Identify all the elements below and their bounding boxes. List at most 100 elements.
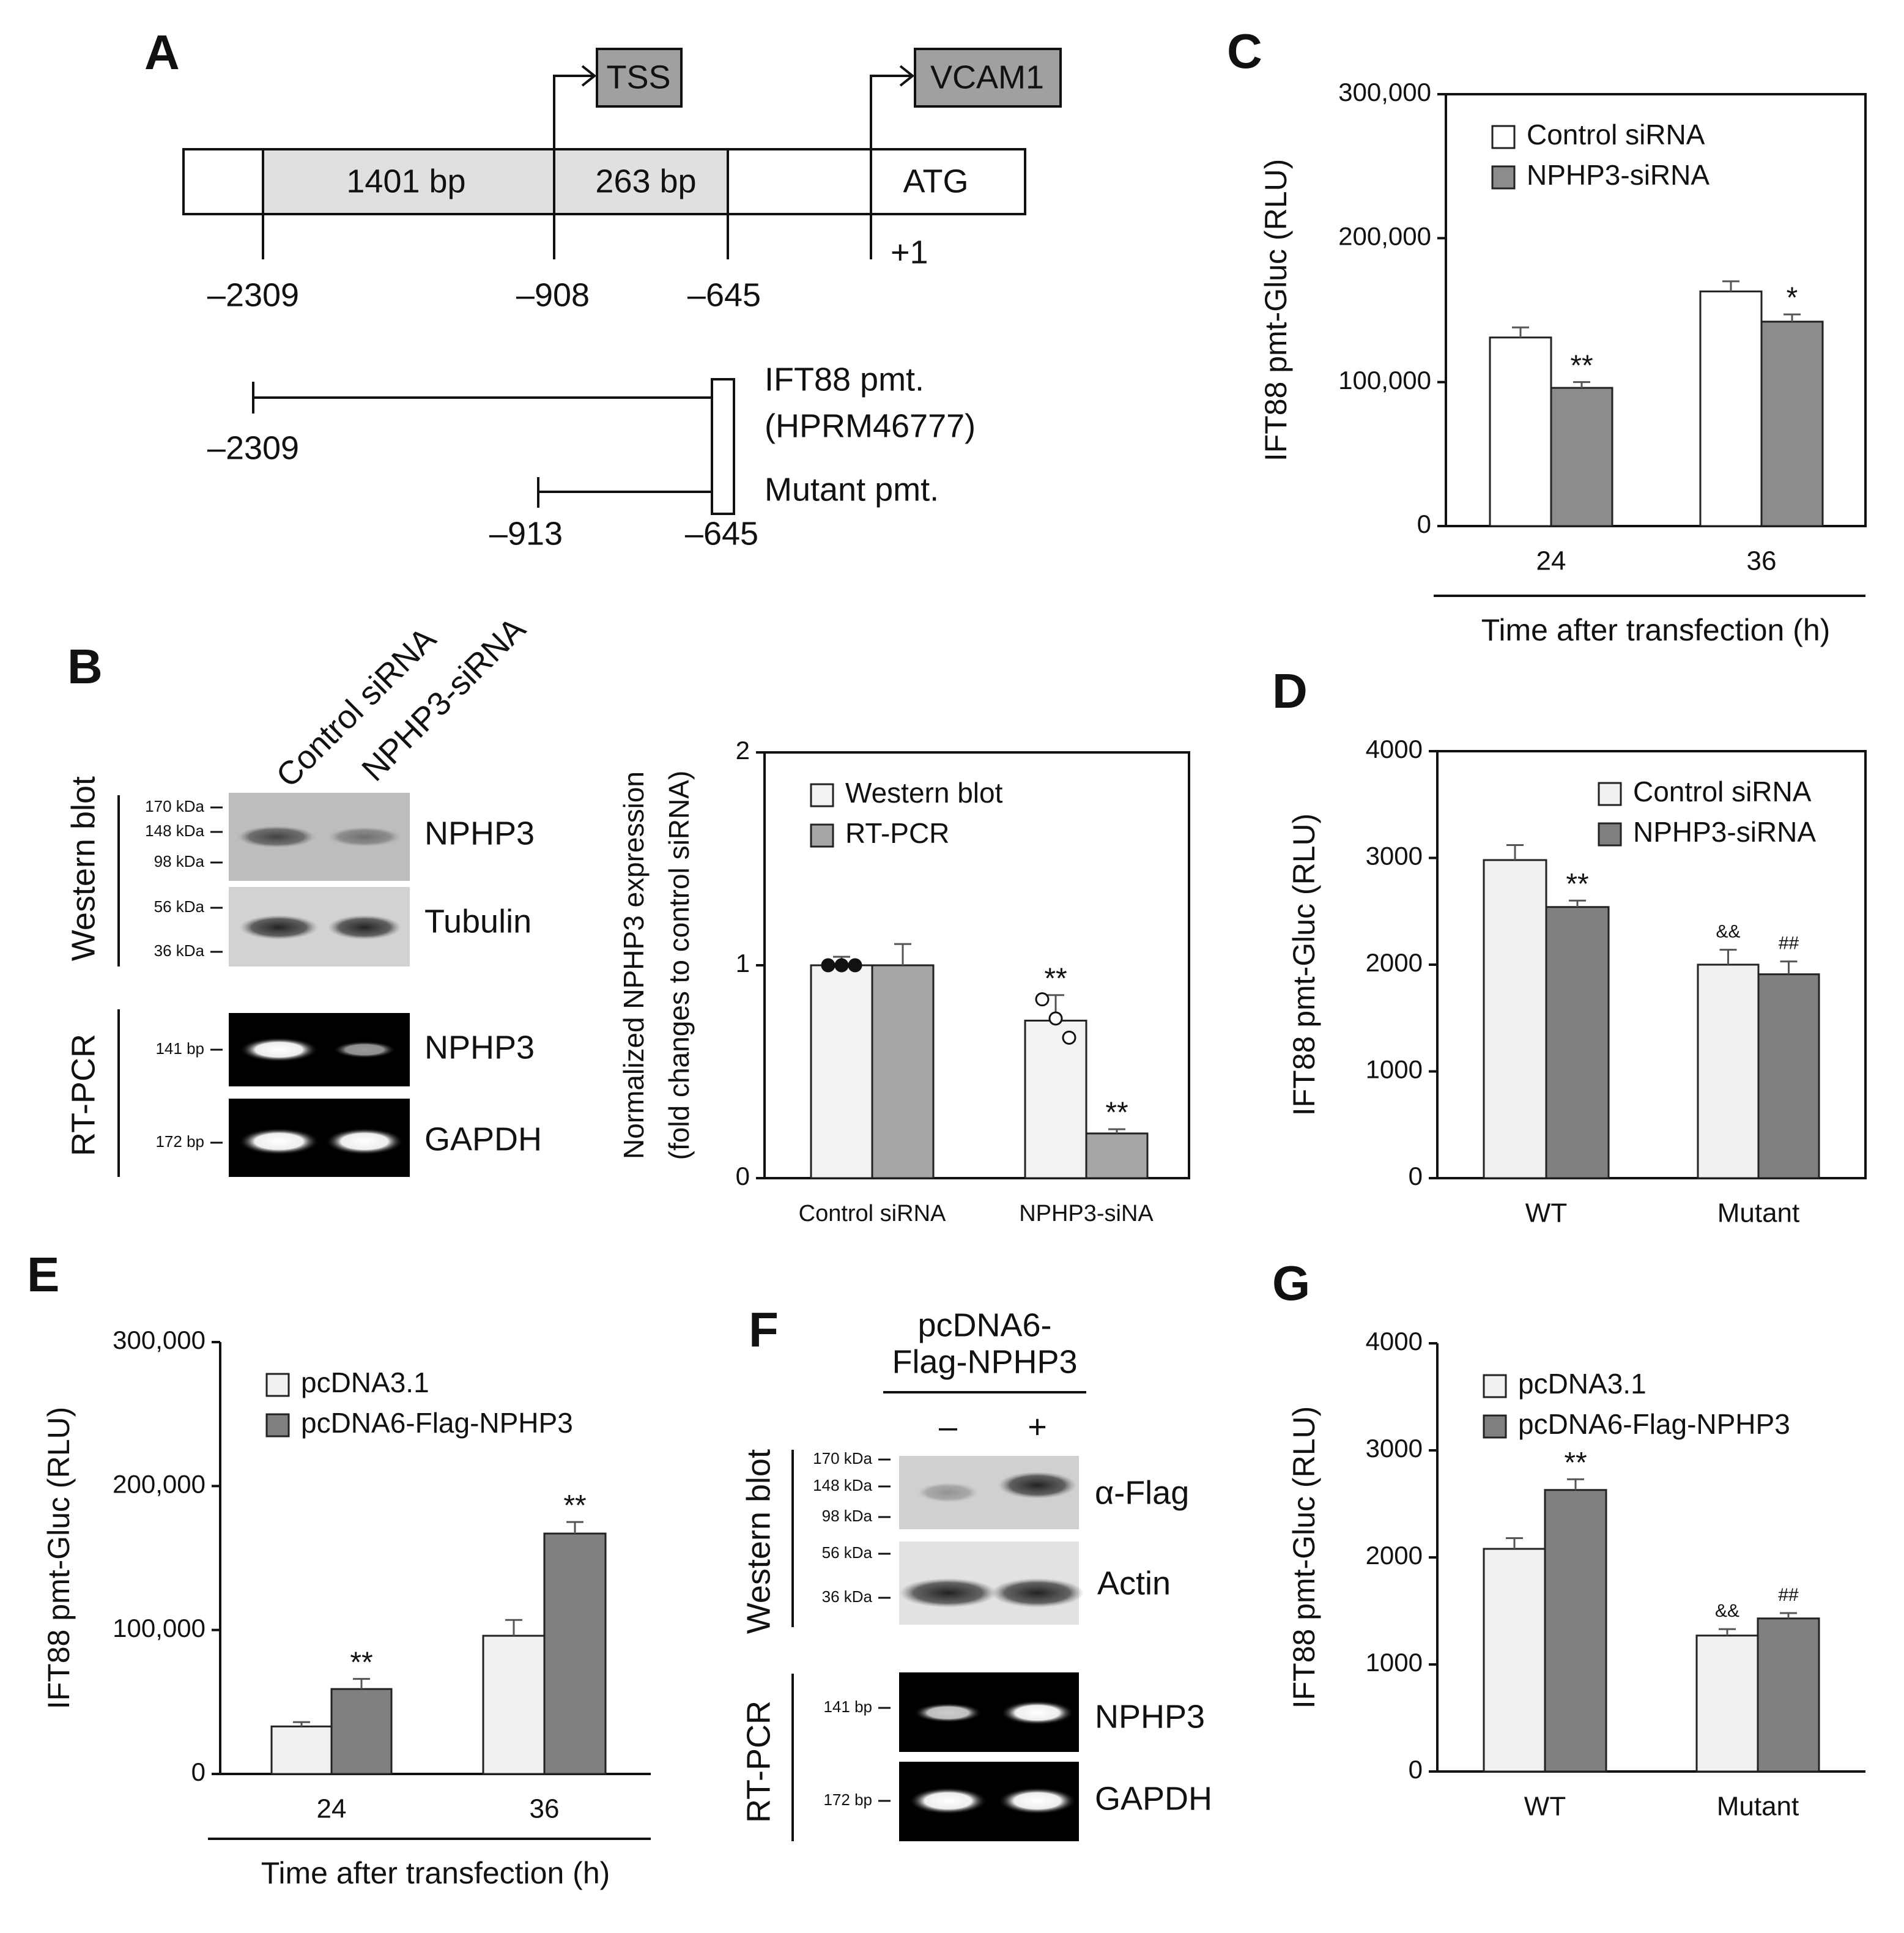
- significance-label: ##: [1779, 933, 1799, 954]
- bar: [1695, 1634, 1759, 1773]
- band-label: GAPDH: [1095, 1780, 1212, 1817]
- y-tick-label: 1000: [1366, 1055, 1423, 1084]
- band: [240, 915, 318, 940]
- band: [239, 1128, 319, 1155]
- legend-swatch: [1598, 822, 1622, 847]
- band: [240, 1037, 318, 1062]
- y-tick-label: 200,000: [113, 1469, 206, 1498]
- legend-swatch: [1598, 782, 1622, 806]
- significance-label: **: [1044, 962, 1067, 995]
- arrow: [870, 75, 913, 149]
- band-label: GAPDH: [424, 1121, 542, 1157]
- y-tick-label: 2: [736, 736, 750, 765]
- y-axis-label: IFT88 pmt-Gluc (RLU): [1287, 814, 1321, 1116]
- legend-swatch: [810, 783, 834, 807]
- bar: [1757, 1617, 1820, 1773]
- band: [328, 915, 401, 940]
- label: 1401 bp: [346, 163, 465, 199]
- tss-box: [596, 48, 683, 108]
- label: –913: [489, 515, 563, 552]
- construct-label: pcDNA6-: [917, 1307, 1051, 1343]
- x-tick-label: WT: [1524, 1792, 1566, 1822]
- y-tick-label: 0: [1417, 510, 1431, 538]
- band: [998, 1472, 1076, 1499]
- legend-swatch: [1483, 1374, 1507, 1398]
- band: [325, 1128, 404, 1155]
- label: 263 bp: [595, 163, 696, 199]
- significance-label: *: [1787, 282, 1798, 314]
- y-tick-label: 200,000: [1338, 221, 1431, 250]
- band-label: α-Flag: [1095, 1474, 1189, 1511]
- band-label: Tubulin: [424, 903, 532, 940]
- y-tick-label: 100,000: [113, 1614, 206, 1642]
- significance-label: **: [1566, 868, 1588, 900]
- arrow-head: [899, 65, 915, 87]
- label: (HPRM46777): [765, 407, 976, 444]
- bar: [330, 1688, 393, 1775]
- panel-letter: E: [27, 1247, 59, 1302]
- y-tick-label: 4000: [1366, 735, 1423, 763]
- bar: [1545, 906, 1610, 1179]
- blot-b: B Control siRNA NPHP3-siRNA Western blot…: [65, 610, 542, 1177]
- label: +1: [891, 234, 928, 270]
- legend-swatch: [810, 823, 834, 848]
- data-point: [821, 958, 835, 973]
- panel-letter: F: [749, 1302, 779, 1357]
- x-tick-label: WT: [1525, 1198, 1567, 1228]
- x-tick-label: Control siRNA: [799, 1201, 946, 1226]
- significance-label: **: [1564, 1447, 1587, 1479]
- y-tick-label: 2000: [1366, 1541, 1423, 1570]
- band: [909, 1787, 987, 1814]
- legend-label: NPHP3-siRNA: [1633, 816, 1816, 848]
- y-axis-label: (fold changes to control siRNA): [663, 771, 695, 1160]
- bar: [1483, 859, 1547, 1179]
- method-label: RT-PCR: [65, 1034, 102, 1156]
- arrow: [553, 75, 595, 149]
- diagram-a: [182, 48, 1062, 515]
- legend-swatch: [265, 1373, 290, 1397]
- bar: [1489, 336, 1552, 527]
- band: [914, 1703, 982, 1723]
- marker-label: 36 kDa: [154, 941, 205, 960]
- method-label: RT-PCR: [740, 1701, 777, 1823]
- marker-label: 170 kDa: [145, 797, 204, 815]
- bar: [270, 1725, 333, 1775]
- label: –645: [687, 276, 761, 313]
- x-tick-label: 24: [317, 1794, 347, 1824]
- marker-label: 98 kDa: [154, 852, 205, 870]
- bar: [1697, 963, 1760, 1179]
- band: [991, 1578, 1084, 1608]
- legend-label: pcDNA3.1: [301, 1367, 429, 1398]
- significance-label: &&: [1716, 921, 1740, 941]
- band: [1001, 1701, 1074, 1725]
- y-tick-label: 300,000: [1338, 78, 1431, 106]
- bar: [1757, 973, 1820, 1179]
- y-axis-label: IFT88 pmt-Gluc (RLU): [1287, 1406, 1321, 1709]
- panel-letter: A: [144, 25, 180, 80]
- band-label: NPHP3: [424, 1029, 535, 1066]
- y-tick-label: 0: [1409, 1162, 1423, 1190]
- band-label: NPHP3: [1095, 1698, 1205, 1735]
- marker-label: 141 bp: [155, 1039, 204, 1058]
- legend-label: NPHP3-siRNA: [1527, 159, 1710, 191]
- bar: [1760, 321, 1824, 527]
- x-tick-label: 36: [1747, 546, 1777, 576]
- lane-label: –: [939, 1408, 957, 1445]
- label: ATG: [903, 163, 969, 199]
- y-tick-label: 1: [736, 949, 750, 978]
- marker-label: 170 kDa: [813, 1449, 872, 1467]
- label: VCAM1: [930, 59, 1044, 95]
- label: –2309: [207, 429, 299, 466]
- x-tick-label: Mutant: [1717, 1198, 1800, 1228]
- legend-swatch: [1483, 1414, 1507, 1439]
- legend-swatch: [1491, 165, 1516, 190]
- marker-label: 148 kDa: [813, 1476, 872, 1494]
- diagram-a-text: A TSS VCAM1 1401 bp 263 bp ATG +1 –2309 …: [144, 25, 1044, 552]
- bar: [1483, 1548, 1546, 1773]
- y-axis-label: IFT88 pmt-Gluc (RLU): [1259, 159, 1293, 462]
- y-tick-label: 100,000: [1338, 366, 1431, 395]
- label: IFT88 pmt.: [765, 361, 924, 398]
- legend-label: Control siRNA: [1527, 119, 1705, 150]
- data-point: [1035, 992, 1050, 1007]
